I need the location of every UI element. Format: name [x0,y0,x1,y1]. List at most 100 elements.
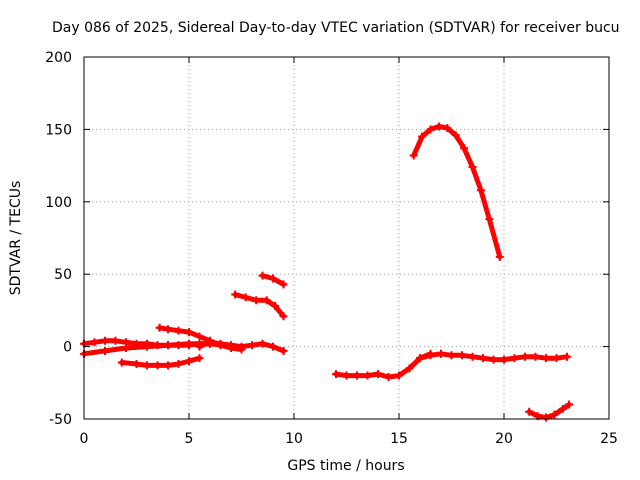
x-tick-label: 20 [495,431,513,447]
data-point [542,354,550,363]
data-point [174,359,183,368]
data-point [185,357,193,366]
y-tick-label: 200 [45,50,72,66]
data-series [80,122,574,422]
data-point [521,352,529,361]
data-point [479,354,487,363]
series-arc-11 [525,400,574,422]
data-point [164,361,172,370]
data-point [558,404,567,413]
data-point [195,342,204,351]
data-point [500,355,508,364]
data-point [279,312,288,321]
data-point [279,280,288,289]
data-point [132,359,141,368]
chart-title: Day 086 of 2025, Sidereal Day-to-day VTE… [52,20,620,36]
y-axis-label: SDTVAR / TECUs [8,181,24,296]
data-point [563,352,571,361]
data-point [164,325,172,334]
data-point [155,323,164,332]
plot-frame [83,56,610,420]
data-point [185,339,193,348]
y-tick-labels: -50 0 50 100 150 200 [45,50,72,428]
series-arc-7 [258,271,288,289]
data-point [269,342,277,351]
x-tick-label: 25 [600,431,618,447]
data-point [117,358,126,367]
series-arc-3 [117,354,204,370]
data-point [269,274,277,283]
series-arc-5 [195,338,288,355]
data-point [241,293,250,302]
axis-ticks [83,56,610,420]
x-tick-labels: 0 5 10 15 20 25 [80,431,618,447]
data-point [353,371,361,380]
y-tick-label: 100 [45,195,72,211]
data-point [252,296,261,305]
data-point [531,352,540,361]
series-arc-6 [231,290,288,321]
x-tick-label: 5 [185,431,194,447]
data-point [384,373,393,382]
data-point [434,122,443,131]
data-point [206,338,214,347]
data-point [525,407,534,416]
data-point [342,371,351,380]
data-point [409,151,418,160]
data-point [153,361,162,370]
data-point [248,341,256,350]
data-point [271,302,280,311]
data-point [143,342,151,351]
data-point [122,344,130,353]
data-point [237,342,246,351]
series-line [333,351,433,380]
data-point [258,339,267,348]
data-point [374,370,382,379]
series-line [411,124,503,260]
y-tick-label: -50 [49,412,72,428]
data-point [426,125,435,134]
data-point [195,332,204,341]
data-point [485,215,494,224]
data-point [332,370,340,379]
data-point [195,354,204,363]
series-arc-10 [409,122,504,261]
x-axis-label: GPS time / hours [287,458,404,474]
data-point [395,371,403,380]
data-point [363,371,372,380]
data-point [416,354,424,363]
data-point [565,400,574,409]
data-point [258,271,267,280]
data-point [227,341,235,350]
series-arc-9 [416,349,571,364]
data-point [185,328,193,337]
data-point [451,131,460,140]
x-tick-label: 0 [80,431,89,447]
data-point [174,326,183,335]
data-point [542,413,550,422]
data-point [279,346,288,355]
data-point [447,351,456,360]
y-tick-label: 50 [54,267,72,283]
data-point [460,144,469,153]
y-tick-label: 150 [45,122,72,138]
data-point [495,252,504,261]
data-point [437,349,445,358]
data-point [468,163,477,172]
data-point [216,339,225,348]
data-point [552,354,561,363]
data-point [90,338,99,347]
data-point [426,351,435,360]
data-point [262,296,271,305]
data-point [510,354,519,363]
data-point [231,290,240,299]
grid [84,57,609,419]
data-point [111,336,120,345]
data-point [101,346,109,355]
data-point [476,186,485,195]
data-point [143,361,151,370]
data-point [458,351,466,360]
data-point [164,341,172,350]
data-point [405,364,414,373]
